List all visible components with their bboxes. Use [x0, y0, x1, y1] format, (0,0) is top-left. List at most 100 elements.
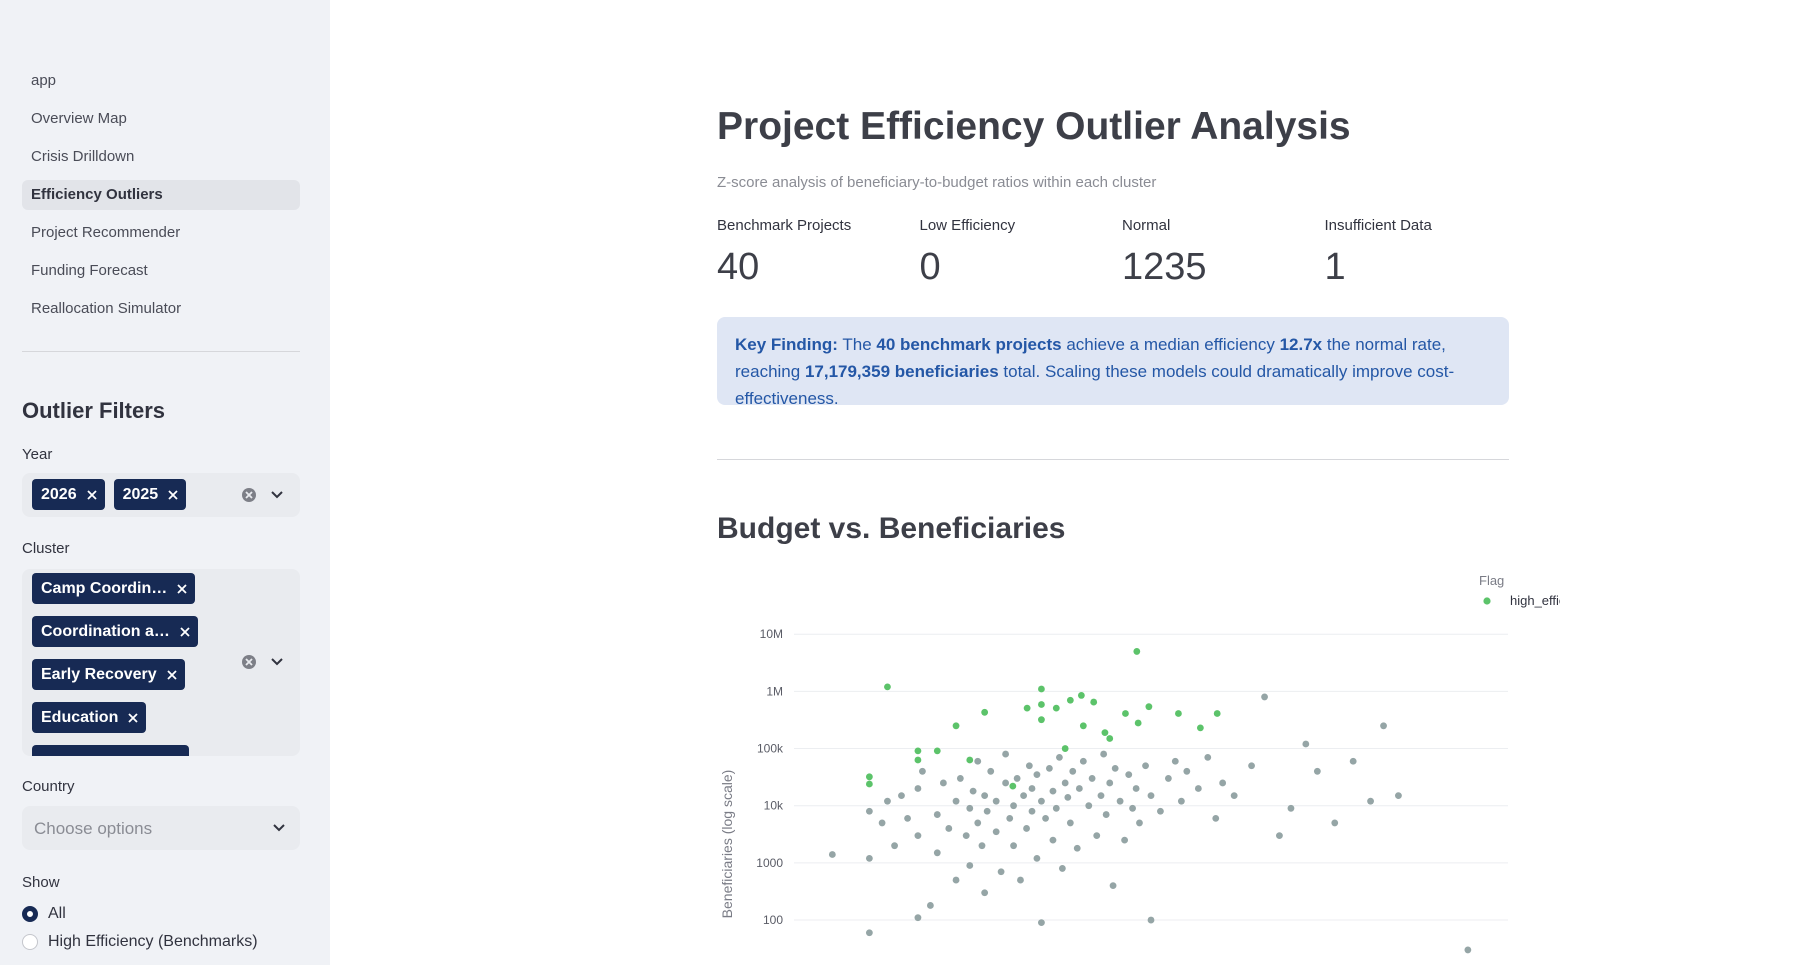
point [997, 868, 1005, 876]
tag[interactable]: 2026 [32, 479, 105, 510]
point [1038, 797, 1045, 805]
callout-text: 12.7x [1279, 335, 1323, 354]
country-select[interactable]: Choose options [22, 806, 300, 850]
nav-item[interactable]: Crisis Drilldown [31, 148, 135, 165]
point [933, 747, 941, 755]
chart-heading: Budget vs. Beneficiaries [717, 512, 1066, 545]
point [1056, 753, 1063, 761]
point [1090, 698, 1098, 706]
callout-text: The [837, 335, 877, 354]
point [1147, 916, 1155, 924]
point [1097, 792, 1105, 800]
nav-item[interactable]: app [31, 72, 57, 89]
tag-text: Camp Coordin… [41, 579, 168, 597]
point [1164, 775, 1172, 782]
chart: 10M 1M 100k 10k 1000 100 Beneficiaries (log sc… [719, 573, 1560, 954]
point [1058, 865, 1066, 872]
cluster-select[interactable]: Camp Coordin… Coordination a… Early Recove… [22, 569, 300, 756]
point [914, 832, 922, 840]
point [1073, 844, 1081, 852]
metric-value: 1 [1324, 246, 1346, 288]
divider [717, 459, 1509, 460]
point [1196, 724, 1204, 732]
key-finding: Key Finding: The 40 benchmark projects a… [717, 317, 1509, 408]
point [1049, 836, 1057, 844]
point [1085, 802, 1093, 810]
point [1248, 762, 1255, 770]
point [1028, 785, 1036, 792]
tag[interactable]: Coordination a… [32, 616, 198, 647]
tag-clipped [32, 745, 189, 756]
tag[interactable]: Camp Coordin… [32, 573, 196, 604]
tag-text: Coordination a… [41, 622, 170, 640]
tag[interactable]: Early Recovery [32, 659, 185, 690]
metric-value: 0 [919, 246, 941, 288]
subtitle: Z-score analysis of beneficiary-to-budge… [717, 174, 1157, 191]
point [1013, 775, 1021, 782]
radio-option[interactable]: High Efficiency (Benchmarks) [22, 933, 258, 951]
nav-item[interactable]: Project Recommender [31, 224, 181, 241]
point [1349, 757, 1357, 765]
cluster-tags: Camp Coordin… Coordination a… Early Recove… [32, 573, 207, 756]
y-tick-label: 100 [763, 913, 783, 927]
point [1276, 832, 1283, 840]
point [1177, 797, 1185, 805]
legend-marker [1483, 597, 1491, 605]
page-title: Project Efficiency Outlier Analysis [717, 105, 1351, 148]
point [978, 842, 986, 850]
tag-text: 2026 [41, 485, 77, 503]
nav-item[interactable]: Efficiency Outliers [22, 180, 300, 210]
point [865, 780, 873, 788]
point [939, 779, 947, 787]
point [865, 929, 873, 937]
y-tick-label: 1M [766, 684, 783, 698]
point [1102, 811, 1110, 818]
point [1106, 779, 1114, 787]
point [828, 851, 836, 858]
point [1038, 701, 1045, 708]
nav-item[interactable]: Reallocation Simulator [31, 300, 182, 317]
nav-item[interactable]: Funding Forecast [31, 262, 148, 279]
point [1064, 793, 1072, 801]
point [1145, 703, 1153, 711]
point [1038, 716, 1045, 724]
year-label: Year [22, 446, 53, 463]
radio-option[interactable]: All [22, 905, 258, 923]
tag[interactable]: Education [32, 702, 147, 733]
point [1061, 745, 1069, 752]
divider [22, 351, 300, 352]
radio-label: All [48, 905, 66, 922]
radio-dot [22, 906, 38, 922]
point [1331, 819, 1339, 827]
point [981, 708, 989, 716]
point [945, 825, 953, 832]
select-icons[interactable] [241, 654, 300, 670]
point [1006, 814, 1014, 822]
tag[interactable]: 2025 [113, 479, 187, 510]
chevron[interactable] [272, 820, 288, 836]
point [1033, 854, 1041, 862]
point [1017, 876, 1024, 884]
point [969, 787, 977, 795]
point [1002, 750, 1009, 758]
tag-text: 2025 [122, 485, 159, 503]
point [865, 854, 873, 862]
country-label: Country [22, 778, 75, 795]
point [1088, 775, 1096, 782]
point [1069, 767, 1077, 775]
nav-item[interactable]: Overview Map [31, 110, 127, 127]
point [1367, 797, 1374, 805]
cluster-label: Cluster [22, 540, 70, 557]
point [898, 792, 905, 800]
select-icons[interactable] [241, 487, 301, 503]
radio-dot [22, 934, 38, 950]
year-select[interactable]: 2026 2025 [22, 473, 300, 517]
y-tick-label: 100k [757, 742, 784, 756]
point [1020, 792, 1028, 800]
point [1066, 819, 1074, 827]
filters-title: Outlier Filters [22, 398, 166, 423]
point [1049, 787, 1057, 795]
metric-label: Normal [1122, 217, 1171, 234]
y-tick-label: 10k [764, 799, 784, 813]
tag-text: Education [41, 708, 119, 726]
